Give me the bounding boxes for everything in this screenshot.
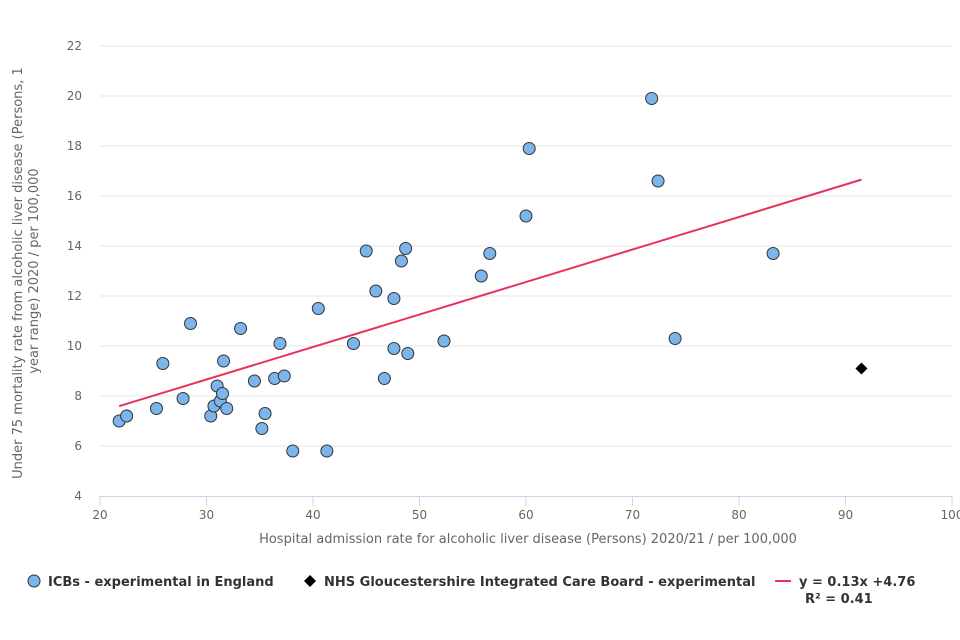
data-point-0-11 — [217, 354, 231, 368]
y-axis-ticks: 4 6 8 10 12 14 16 18 20 22 — [67, 39, 82, 503]
y-tick-label-8: 8 — [74, 389, 82, 403]
data-point-0-2 — [149, 402, 163, 415]
x-axis-title: Hospital admission rate for alcoholic li… — [259, 532, 797, 547]
data-point-0-40 — [766, 247, 780, 260]
legend: ICBs - experimental in England NHS Glouc… — [27, 574, 915, 607]
data-point-0-13 — [234, 322, 248, 335]
data-point-0-33 — [474, 269, 488, 283]
data-point-0-25 — [369, 284, 383, 298]
x-tick-label-20: 20 — [92, 508, 107, 522]
data-point-0-4 — [176, 392, 190, 405]
x-tick-label-100: 100 — [941, 508, 960, 522]
data-point-0-35 — [519, 209, 533, 223]
data-point-0-10 — [215, 387, 229, 400]
data-point-0-1 — [120, 409, 134, 423]
y-tick-label-20: 20 — [67, 89, 82, 103]
x-tick-label-30: 30 — [199, 508, 214, 522]
y-axis-title-line-2: year range) 2020 / per 100,000 — [27, 168, 42, 373]
data-point-0-27 — [387, 292, 401, 305]
data-points — [112, 92, 868, 458]
legend-diamond-marker — [304, 575, 316, 587]
legend-label-gloucestershire: NHS Gloucestershire Integrated Care Boar… — [324, 575, 755, 590]
y-axis-title: Under 75 mortality rate from alcoholic l… — [11, 63, 42, 479]
data-point-0-37 — [645, 92, 659, 105]
y-tick-label-6: 6 — [74, 439, 82, 453]
data-point-0-24 — [359, 244, 373, 258]
x-tick-label-90: 90 — [838, 508, 853, 522]
legend-circle-marker — [27, 574, 41, 588]
x-tick-label-70: 70 — [625, 508, 640, 522]
data-point-0-3 — [156, 357, 170, 370]
data-point-0-34 — [483, 247, 497, 260]
data-point-0-39 — [668, 332, 682, 345]
data-point-0-14 — [247, 374, 261, 388]
data-point-0-26 — [377, 372, 391, 385]
data-point-0-28 — [387, 342, 401, 355]
y-tick-label-22: 22 — [67, 39, 82, 53]
x-tick-label-40: 40 — [305, 508, 320, 522]
x-tick-label-60: 60 — [518, 508, 533, 522]
legend-label-trendline-equation: y = 0.13x +4.76 — [799, 575, 915, 590]
legend-item-gloucestershire[interactable]: NHS Gloucestershire Integrated Care Boar… — [304, 575, 755, 590]
trendline-group — [118, 178, 862, 408]
data-point-0-29 — [394, 254, 408, 268]
data-point-0-15 — [255, 422, 269, 435]
data-point-0-5 — [184, 317, 198, 330]
y-tick-label-16: 16 — [67, 189, 82, 203]
data-point-1-0 — [855, 362, 868, 375]
data-point-0-36 — [522, 142, 536, 155]
data-point-0-32 — [437, 334, 451, 348]
y-tick-label-18: 18 — [67, 139, 82, 153]
data-point-0-18 — [273, 337, 287, 350]
y-tick-label-14: 14 — [67, 239, 82, 253]
data-point-0-20 — [286, 444, 300, 458]
data-point-0-16 — [258, 407, 272, 420]
legend-label-icbs: ICBs - experimental in England — [48, 575, 274, 590]
y-tick-label-10: 10 — [67, 339, 82, 353]
data-point-0-38 — [651, 174, 665, 188]
grid-lines — [100, 45, 952, 447]
legend-item-icbs[interactable]: ICBs - experimental in England — [27, 574, 274, 590]
legend-item-trendline[interactable]: y = 0.13x +4.76 R² = 0.41 — [775, 575, 915, 607]
data-point-0-22 — [320, 444, 334, 458]
x-axis-ticks: 20 30 40 50 60 70 80 90 100 — [92, 496, 960, 522]
data-point-0-31 — [401, 347, 415, 360]
x-tick-label-80: 80 — [731, 508, 746, 522]
y-tick-label-12: 12 — [67, 289, 82, 303]
data-point-0-23 — [346, 337, 360, 350]
y-tick-label-4: 4 — [74, 489, 82, 503]
data-point-0-21 — [311, 302, 325, 315]
data-point-0-30 — [399, 242, 413, 255]
data-point-0-19 — [277, 369, 291, 383]
y-axis-title-line-1: Under 75 mortality rate from alcoholic l… — [11, 67, 26, 479]
x-tick-label-50: 50 — [412, 508, 427, 522]
data-point-0-12 — [220, 402, 234, 415]
trendline — [118, 178, 862, 408]
legend-label-trendline-r2: R² = 0.41 — [805, 592, 873, 607]
